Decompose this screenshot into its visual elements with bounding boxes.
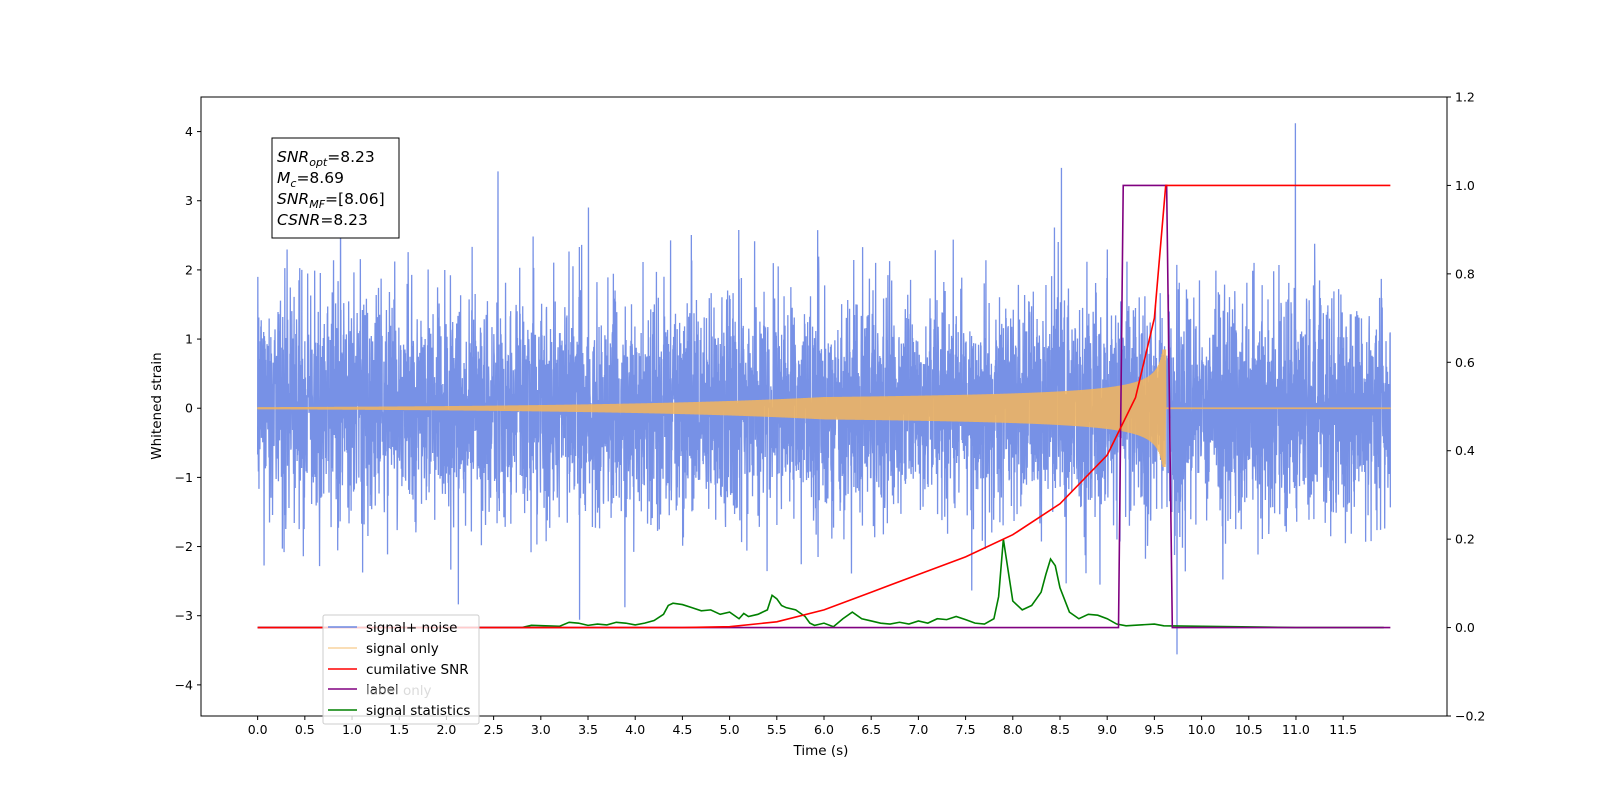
y2-tick-label: 0.6 xyxy=(1455,355,1475,370)
x-tick-label: 8.0 xyxy=(1003,722,1023,737)
series-signal-noise xyxy=(256,123,1392,655)
x-tick-label: 6.5 xyxy=(861,722,881,737)
y-axis-right: 1.2 1.0 0.8 0.6 0.4 0.2 0.0 −0.2 xyxy=(1447,90,1485,724)
y-tick-label: 3 xyxy=(185,193,193,208)
series-signal-statistics xyxy=(257,539,1384,629)
x-axis: 0.0 0.5 1.0 1.5 2.0 2.5 3.0 3.5 4.0 4.5 5.0 5.5 6.0 6… xyxy=(248,716,1357,737)
series-label xyxy=(257,184,1391,629)
legend-label: label xyxy=(366,682,399,698)
annotation-line: CSNR=8.23 xyxy=(277,211,368,229)
y-tick-label: −3 xyxy=(175,608,193,623)
y2-tick-label: 0.2 xyxy=(1455,532,1475,547)
y-tick-label: −1 xyxy=(175,470,193,485)
x-tick-label: 3.0 xyxy=(531,722,551,737)
x-tick-label: 3.5 xyxy=(578,722,598,737)
x-tick-label: 8.5 xyxy=(1050,722,1070,737)
y2-tick-label: 1.0 xyxy=(1455,178,1475,193)
plot-area xyxy=(256,123,1392,655)
annotation-frame xyxy=(271,137,400,239)
y2-tick-label: 0.4 xyxy=(1455,443,1475,458)
x-tick-label: 4.0 xyxy=(625,722,645,737)
x-tick-label: 2.0 xyxy=(436,722,456,737)
x-tick-label: 0.5 xyxy=(295,722,315,737)
y-tick-label: 1 xyxy=(185,332,193,347)
y2-tick-label: −0.2 xyxy=(1455,709,1485,724)
series-signal-only xyxy=(257,349,1391,468)
y2-tick-label: 1.2 xyxy=(1455,90,1475,105)
y-tick-label: 0 xyxy=(185,401,193,416)
x-tick-label: 7.0 xyxy=(908,722,928,737)
y-tick-label: 2 xyxy=(185,262,193,277)
x-tick-label: 5.5 xyxy=(767,722,787,737)
x-tick-label: 5.0 xyxy=(720,722,740,737)
y-axis-left: 4 3 2 1 0 −1 −2 −3 −4 xyxy=(175,124,201,692)
y-tick-label: 4 xyxy=(185,124,193,139)
x-tick-label: 0.0 xyxy=(248,722,268,737)
x-tick-label: 1.0 xyxy=(342,722,362,737)
annotation-line: SNRopt=8.23 xyxy=(277,148,375,169)
x-tick-label: 6.0 xyxy=(814,722,834,737)
x-tick-label: 11.0 xyxy=(1282,722,1310,737)
x-axis-label: Time (s) xyxy=(793,743,849,759)
x-tick-label: 2.5 xyxy=(484,722,504,737)
x-tick-label: 9.0 xyxy=(1097,722,1117,737)
y-tick-label: −2 xyxy=(175,539,193,554)
legend: signal+ noise signal only cumilative SNR la… xyxy=(322,614,480,725)
annotation-line: SNRMF=[8.06] xyxy=(277,190,385,211)
x-tick-label: 7.5 xyxy=(956,722,976,737)
x-tick-label: 10.0 xyxy=(1188,722,1216,737)
y-axis-label: Whitened strain xyxy=(149,352,165,459)
x-tick-label: 1.5 xyxy=(389,722,409,737)
x-tick-label: 10.5 xyxy=(1235,722,1263,737)
legend-label: signal statistics xyxy=(366,703,470,719)
y2-tick-label: 0.8 xyxy=(1455,266,1475,281)
y-tick-label: −4 xyxy=(175,677,193,692)
x-tick-label: 9.5 xyxy=(1144,722,1164,737)
legend-label: signal+ noise xyxy=(366,620,457,636)
x-tick-label: 4.5 xyxy=(672,722,692,737)
y2-tick-label: 0.0 xyxy=(1455,620,1475,635)
legend-label: signal only xyxy=(366,641,439,657)
annotation-line: Mc=8.69 xyxy=(277,169,344,190)
legend-label-hidden: label only xyxy=(366,683,432,699)
x-tick-label: 11.5 xyxy=(1329,722,1357,737)
series-cumulative-snr xyxy=(257,184,1391,629)
legend-frame xyxy=(322,614,480,725)
legend-label: cumilative SNR xyxy=(366,662,469,678)
